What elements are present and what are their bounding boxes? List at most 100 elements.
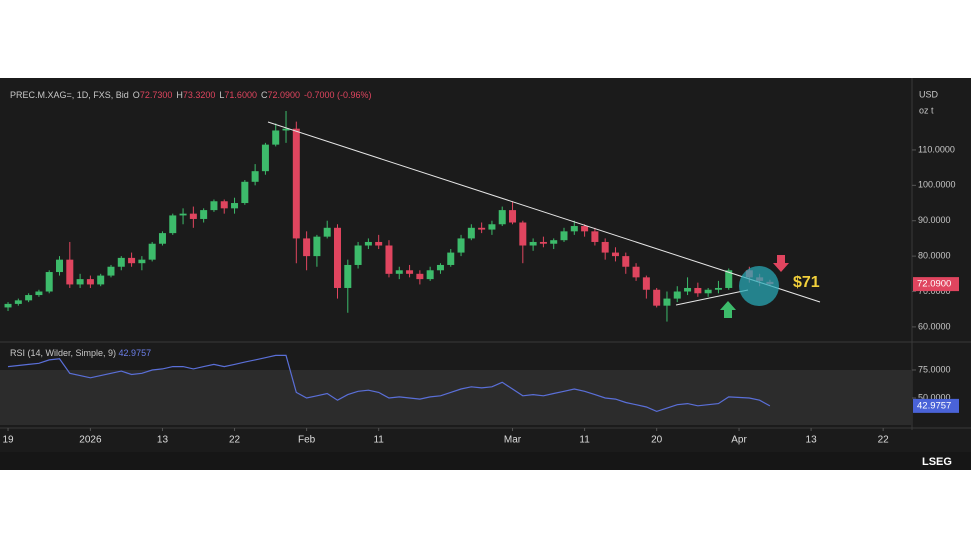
candle-body bbox=[622, 256, 630, 267]
y-tick-label: 110.0000 bbox=[918, 144, 955, 154]
trend-line bbox=[675, 289, 749, 306]
candle-body bbox=[406, 270, 414, 274]
candle-body bbox=[395, 270, 403, 274]
candle-body bbox=[570, 226, 578, 232]
candle-body bbox=[519, 222, 527, 246]
candle-body bbox=[694, 287, 702, 294]
x-tick-label: 20 bbox=[651, 435, 663, 446]
change: -0.7000 (-0.96%) bbox=[304, 90, 372, 100]
up-arrow bbox=[720, 301, 736, 318]
brand: LSEG bbox=[922, 456, 952, 468]
rsi-value-box bbox=[913, 398, 959, 413]
x-tick-label: 11 bbox=[373, 435, 384, 446]
candle-body bbox=[364, 241, 372, 246]
currency: USD bbox=[919, 89, 939, 99]
y-tick-label: 90.0000 bbox=[918, 215, 951, 225]
candle-body bbox=[97, 275, 105, 285]
x-tick-label: 19 bbox=[2, 435, 14, 446]
x-tick-label: Apr bbox=[731, 435, 747, 446]
candle-body bbox=[344, 264, 352, 288]
candle-body bbox=[467, 227, 475, 239]
candle-body bbox=[653, 289, 661, 306]
candle-body bbox=[354, 245, 362, 265]
ohlc-value: 73.3200 bbox=[183, 90, 216, 100]
candle-body bbox=[436, 264, 444, 271]
candle-body bbox=[684, 287, 692, 292]
candle-body bbox=[148, 243, 156, 260]
candle-body bbox=[86, 279, 94, 285]
candle-body bbox=[303, 238, 311, 257]
candle-body bbox=[158, 233, 166, 244]
header: PREC.M.XAG=, 1D, FXS, Bid O72.7300 H73.320… bbox=[10, 90, 372, 100]
candle-body bbox=[189, 213, 197, 219]
rsi-value-label: 42.9757 bbox=[917, 400, 951, 411]
candle-body bbox=[601, 241, 609, 253]
ohlc: O72.7300 H73.3200 L71.6000 C72.0900 -0.7000 … bbox=[133, 90, 372, 100]
candle-body bbox=[714, 287, 722, 290]
candle-body bbox=[611, 252, 619, 257]
rsi-band bbox=[0, 369, 912, 425]
candle-body bbox=[488, 224, 496, 230]
ohlc-key: H bbox=[176, 90, 183, 100]
y-tick-label: 100.0000 bbox=[918, 180, 956, 190]
candle-body bbox=[581, 226, 589, 232]
symbol: PREC.M.XAG=, 1D, FXS, Bid bbox=[10, 90, 129, 100]
x-tick-label: Feb bbox=[298, 435, 316, 446]
y-tick-label: 60.0000 bbox=[918, 321, 951, 331]
candle-body bbox=[107, 266, 115, 276]
ohlc-key: L bbox=[219, 90, 224, 100]
down-arrow bbox=[773, 255, 789, 272]
candle-body bbox=[169, 215, 177, 234]
rsi-label: RSI (14, Wilder, Simple, 9) bbox=[10, 348, 116, 358]
candle-body bbox=[128, 257, 136, 264]
highlight-circle bbox=[739, 266, 779, 306]
candle-body bbox=[663, 298, 671, 306]
x-tick-label: 11 bbox=[579, 435, 590, 446]
candle-body bbox=[529, 241, 537, 246]
candle-body bbox=[385, 245, 393, 274]
candle-body bbox=[220, 201, 228, 209]
rsi-legend: RSI (14, Wilder, Simple, 9) 42.9757 bbox=[10, 348, 151, 358]
candle-body bbox=[416, 273, 424, 280]
candle-body bbox=[241, 181, 249, 204]
ohlc-value: 71.6000 bbox=[224, 90, 257, 100]
x-tick-label: 22 bbox=[229, 435, 241, 446]
candle-body bbox=[725, 270, 733, 288]
candle-body bbox=[200, 210, 208, 219]
last-price-box bbox=[913, 277, 959, 292]
candle-body bbox=[117, 257, 125, 267]
ohlc-key: C bbox=[261, 90, 268, 100]
candle-body bbox=[35, 291, 43, 296]
x-tick-label: 13 bbox=[806, 435, 818, 446]
candle-body bbox=[231, 203, 239, 209]
annotation: $71 bbox=[793, 274, 820, 291]
candle-body bbox=[426, 270, 434, 280]
candle-body bbox=[632, 266, 640, 278]
candle-body bbox=[447, 252, 455, 265]
candle-body bbox=[4, 303, 12, 308]
candle-body bbox=[14, 300, 22, 304]
candle-body bbox=[261, 144, 269, 172]
candle-body bbox=[673, 291, 681, 299]
ohlc-value: 72.0900 bbox=[267, 90, 300, 100]
candle-body bbox=[539, 241, 547, 244]
candle-body bbox=[498, 210, 506, 225]
x-tick-label: 22 bbox=[878, 435, 890, 446]
trend-line bbox=[267, 121, 821, 303]
last-price-label: 72.0900 bbox=[917, 279, 951, 290]
candle-body bbox=[45, 272, 53, 292]
unit: oz t bbox=[919, 105, 934, 115]
candle-body bbox=[333, 227, 341, 288]
x-tick-label: 2026 bbox=[79, 435, 102, 446]
candle-body bbox=[272, 130, 280, 145]
ohlc-key: O bbox=[133, 90, 140, 100]
candle-body bbox=[313, 236, 321, 257]
candle-body bbox=[375, 241, 383, 246]
candle-body bbox=[56, 259, 64, 273]
rsi-value: 42.9757 bbox=[119, 348, 152, 358]
y-tick-label: 80.0000 bbox=[918, 250, 951, 260]
rsi-tick-label: 75.0000 bbox=[918, 364, 951, 374]
candle-body bbox=[138, 259, 146, 264]
candle-body bbox=[323, 227, 331, 237]
